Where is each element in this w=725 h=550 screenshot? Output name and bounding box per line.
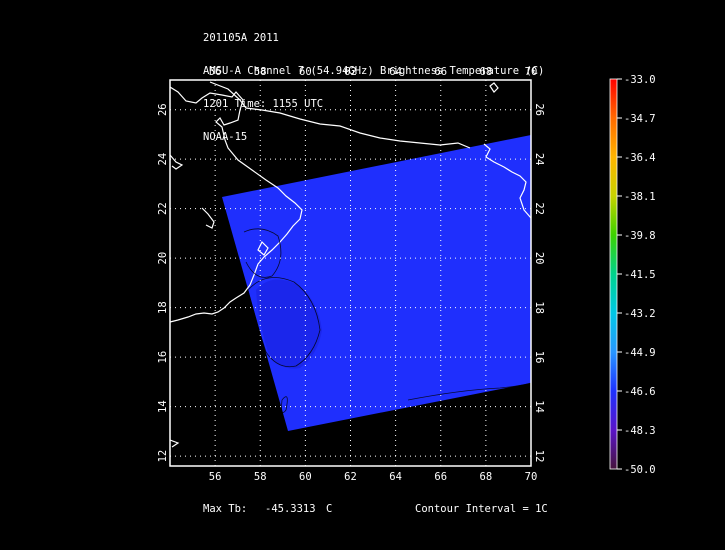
tick-label-lat-right: 12 xyxy=(533,450,545,463)
tick-label-lon-top: 58 xyxy=(254,66,267,78)
tick-label-lon-bottom: 66 xyxy=(434,471,447,483)
title-line-satellite: NOAA-15 xyxy=(203,131,248,143)
tick-label-lat-left: 26 xyxy=(157,103,169,116)
tick-label-lat-right: 18 xyxy=(533,301,545,314)
graticule xyxy=(170,80,532,466)
coastline-iran xyxy=(209,81,471,149)
coastline-island xyxy=(257,240,269,256)
tick-label-lat-left: 14 xyxy=(157,400,169,413)
title-block: 201105A 2011 AMSU-A Channel 7 (54.94GHz)… xyxy=(203,11,544,154)
tick-label-lon-top: 56 xyxy=(209,66,222,78)
tick-label-lon-top: 66 xyxy=(434,66,447,78)
coastline-dubai-islands xyxy=(201,207,215,229)
max-tb-label: Max Tb: xyxy=(203,503,248,515)
cold-region xyxy=(256,279,322,369)
tick-label-lat-left: 12 xyxy=(157,450,169,463)
contour-interval: Contour Interval = 1C xyxy=(415,503,548,515)
coastlines xyxy=(170,81,531,448)
title-line-date: 201105A 2011 xyxy=(203,32,279,44)
tick-label-lat-left: 16 xyxy=(157,351,169,364)
tick-label-lon-bottom: 68 xyxy=(480,471,493,483)
title-line-time: 1201 Time: 1155 UTC xyxy=(203,98,324,110)
max-tb-value: -45.3313 xyxy=(265,503,316,515)
tick-label-lat-right: 24 xyxy=(533,153,545,166)
tick-label-lat-left: 18 xyxy=(157,301,169,314)
tick-label-lon-bottom: 56 xyxy=(209,471,222,483)
coastline-india xyxy=(483,143,531,219)
tick-label-lon-top: 68 xyxy=(480,66,493,78)
tick-label-lon-bottom: 62 xyxy=(344,471,357,483)
coastline-india-gulf xyxy=(489,82,499,93)
tick-label-lon-bottom: 70 xyxy=(525,471,538,483)
plot-frame xyxy=(169,79,532,467)
tick-label-lat-left: 20 xyxy=(157,252,169,265)
tick-label-lat-right: 26 xyxy=(533,103,545,116)
tick-label-lon-bottom: 58 xyxy=(254,471,267,483)
contour-line-east xyxy=(407,382,531,401)
coastline-gulf-inner xyxy=(170,154,184,170)
tick-label-lon-bottom: 60 xyxy=(299,471,312,483)
contour-line-south xyxy=(281,396,288,413)
tick-label-lon-top: 70 xyxy=(525,66,538,78)
coastline-socotra xyxy=(170,439,180,448)
tick-label-lat-left: 22 xyxy=(157,202,169,215)
max-tb-unit: C xyxy=(326,503,333,515)
tick-label-lat-right: 22 xyxy=(533,202,545,215)
axis-labels: 56 56 58 58 60 60 62 62 64 64 66 66 68 68 70 70 12 12 14 14… xyxy=(157,66,545,483)
tick-label-lat-left: 24 xyxy=(157,153,169,166)
title-line-channel: AMSU-A Channel 7 (54.94GHz) Brightness T… xyxy=(203,65,545,77)
tick-label-lon-top: 60 xyxy=(299,66,312,78)
tick-label-lat-right: 14 xyxy=(533,400,545,413)
tick-label-lon-top: 64 xyxy=(389,66,402,78)
contour-line-main xyxy=(247,277,321,368)
tick-label-lon-top: 62 xyxy=(344,66,357,78)
tick-label-lon-bottom: 64 xyxy=(389,471,402,483)
tick-label-lat-right: 16 xyxy=(533,351,545,364)
tick-label-lat-right: 20 xyxy=(533,252,545,265)
